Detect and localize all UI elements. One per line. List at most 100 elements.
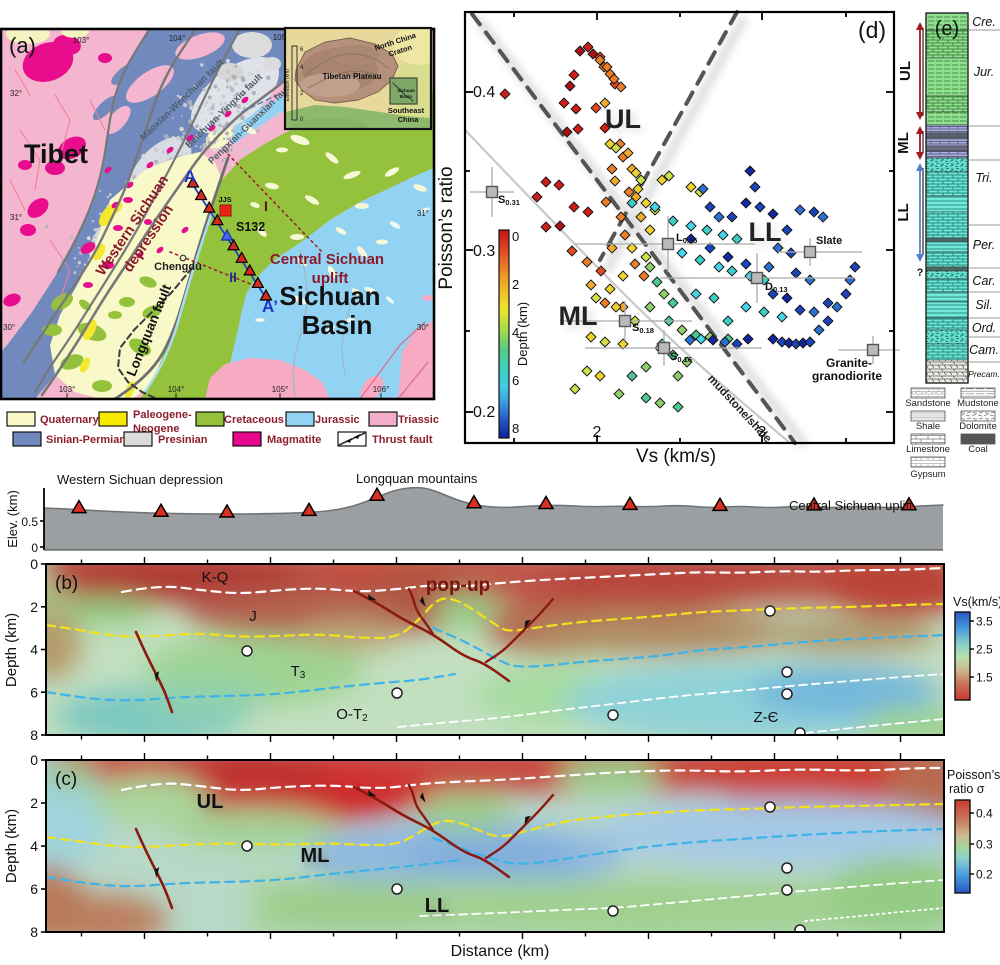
svg-text:granodiorite: granodiorite — [812, 369, 882, 383]
svg-text:ML: ML — [305, 849, 334, 871]
svg-text:Car.: Car. — [972, 274, 995, 288]
svg-text:2: 2 — [593, 424, 602, 441]
svg-text:A’: A’ — [262, 297, 278, 316]
svg-text:Southeast: Southeast — [388, 106, 425, 115]
svg-text:2: 2 — [30, 795, 38, 811]
svg-text:0.2: 0.2 — [473, 404, 495, 421]
svg-text:Elevation (km): Elevation (km) — [285, 69, 291, 101]
svg-text:Longquan mountains: Longquan mountains — [356, 471, 478, 486]
svg-text:Coal: Coal — [968, 444, 988, 455]
svg-text:Poisson’s ratio: Poisson’s ratio — [436, 166, 457, 289]
svg-text:Jur.: Jur. — [973, 65, 994, 79]
svg-text:Z-Є: Z-Є — [754, 709, 779, 726]
svg-text:LL: LL — [425, 895, 449, 917]
svg-text:Cretaceous: Cretaceous — [224, 414, 284, 426]
svg-text:8: 8 — [30, 924, 38, 940]
svg-text:K-Q: K-Q — [202, 569, 229, 586]
svg-text:103°: 103° — [73, 36, 90, 45]
svg-text:Sichuan: Sichuan — [279, 281, 380, 311]
svg-text:2: 2 — [512, 277, 519, 292]
svg-text:Chengdu: Chengdu — [154, 261, 202, 273]
svg-text:O-T2: O-T2 — [336, 706, 368, 724]
svg-text:Vs(km/s): Vs(km/s) — [953, 595, 1000, 609]
svg-text:UL: UL — [897, 61, 914, 81]
svg-text:(a): (a) — [9, 33, 36, 58]
svg-text:Precam.: Precam. — [968, 369, 1000, 379]
svg-text:0: 0 — [31, 541, 38, 555]
svg-text:4: 4 — [300, 65, 304, 71]
svg-text:S0.31: S0.31 — [498, 194, 520, 207]
svg-text:104°: 104° — [168, 385, 185, 394]
svg-text:Cre.: Cre. — [972, 15, 996, 29]
svg-text:8: 8 — [30, 727, 38, 743]
svg-text:Quaternary: Quaternary — [40, 414, 100, 426]
svg-text:2.5: 2.5 — [976, 643, 993, 657]
svg-text:Cam.: Cam. — [969, 343, 999, 357]
svg-text:0: 0 — [512, 229, 519, 244]
svg-text:uplift: uplift — [312, 270, 349, 287]
svg-text:UL: UL — [197, 791, 224, 813]
svg-text:Distance (km): Distance (km) — [451, 943, 550, 960]
svg-text:0: 0 — [300, 117, 304, 123]
svg-text:4: 4 — [30, 838, 38, 854]
svg-text:0.2: 0.2 — [976, 868, 993, 882]
svg-text:Shale: Shale — [916, 421, 940, 432]
svg-text:0.5: 0.5 — [21, 515, 38, 529]
svg-text:ML: ML — [559, 301, 598, 331]
svg-text:105°: 105° — [273, 33, 290, 42]
svg-text:0.3: 0.3 — [976, 838, 993, 852]
svg-text:Ord.: Ord. — [972, 321, 996, 335]
svg-text:30°: 30° — [3, 323, 15, 332]
svg-text:6: 6 — [512, 373, 519, 388]
svg-text:LL: LL — [749, 217, 782, 247]
svg-text:0.3: 0.3 — [473, 243, 495, 260]
svg-text:Sichuan: Sichuan — [397, 88, 415, 93]
svg-text:pop-up: pop-up — [426, 575, 490, 596]
svg-text:ML: ML — [895, 132, 912, 154]
svg-text:Sil.: Sil. — [975, 298, 992, 312]
svg-text:(c): (c) — [55, 769, 77, 790]
svg-text:104°: 104° — [169, 34, 186, 43]
svg-text:Poisson’s: Poisson’s — [947, 768, 1000, 782]
svg-text:2: 2 — [300, 91, 304, 97]
svg-text:Per.: Per. — [973, 238, 995, 252]
svg-text:J: J — [249, 608, 257, 625]
svg-text:Tibetan Plateau: Tibetan Plateau — [323, 72, 382, 81]
svg-text:Triassic: Triassic — [398, 414, 439, 426]
svg-text:UL: UL — [201, 795, 228, 817]
svg-text:Magmatite: Magmatite — [267, 434, 321, 446]
svg-text:0.4: 0.4 — [976, 807, 993, 821]
svg-text:Slate: Slate — [816, 235, 842, 247]
svg-text:Depth (km): Depth (km) — [3, 613, 20, 687]
svg-text:105°: 105° — [272, 385, 289, 394]
svg-text:II: II — [229, 269, 237, 285]
svg-text:Elev. (km): Elev. (km) — [5, 490, 20, 548]
svg-text:30°: 30° — [417, 323, 429, 332]
svg-text:32°: 32° — [10, 89, 22, 98]
svg-text:0: 0 — [30, 752, 38, 768]
svg-text:0.4: 0.4 — [473, 84, 495, 101]
svg-text:Depth (km): Depth (km) — [515, 302, 530, 366]
svg-text:6: 6 — [30, 881, 38, 897]
svg-text:LL: LL — [895, 203, 912, 221]
svg-text:China: China — [398, 115, 420, 124]
svg-text:6: 6 — [30, 684, 38, 700]
svg-text:(d): (d) — [858, 17, 886, 43]
svg-text:Basin: Basin — [400, 94, 413, 99]
svg-text:ratio σ: ratio σ — [949, 782, 985, 796]
svg-text:S0.16: S0.16 — [670, 351, 692, 364]
svg-text:3: 3 — [758, 424, 767, 441]
svg-text:Granite-: Granite- — [826, 356, 872, 370]
svg-text:UL: UL — [609, 106, 646, 137]
svg-text:Central Sichuan: Central Sichuan — [270, 251, 384, 268]
svg-text:2: 2 — [30, 599, 38, 615]
svg-text:Sinian-Permian: Sinian-Permian — [46, 434, 126, 446]
svg-text:Paleogene-: Paleogene- — [133, 409, 192, 421]
svg-text:(b): (b) — [55, 573, 78, 594]
svg-text:Western Sichuan depression: Western Sichuan depression — [57, 472, 223, 487]
svg-text:Vs (km/s): Vs (km/s) — [636, 446, 716, 467]
svg-text:Basin: Basin — [302, 310, 373, 340]
svg-text:Central Sichuan uplift: Central Sichuan uplift — [789, 498, 913, 513]
svg-text:6: 6 — [300, 47, 304, 53]
svg-text:JJS: JJS — [218, 195, 231, 204]
